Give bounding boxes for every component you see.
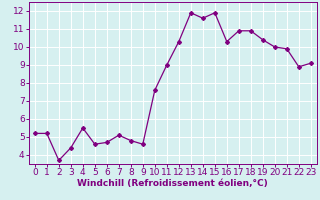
X-axis label: Windchill (Refroidissement éolien,°C): Windchill (Refroidissement éolien,°C) [77,179,268,188]
